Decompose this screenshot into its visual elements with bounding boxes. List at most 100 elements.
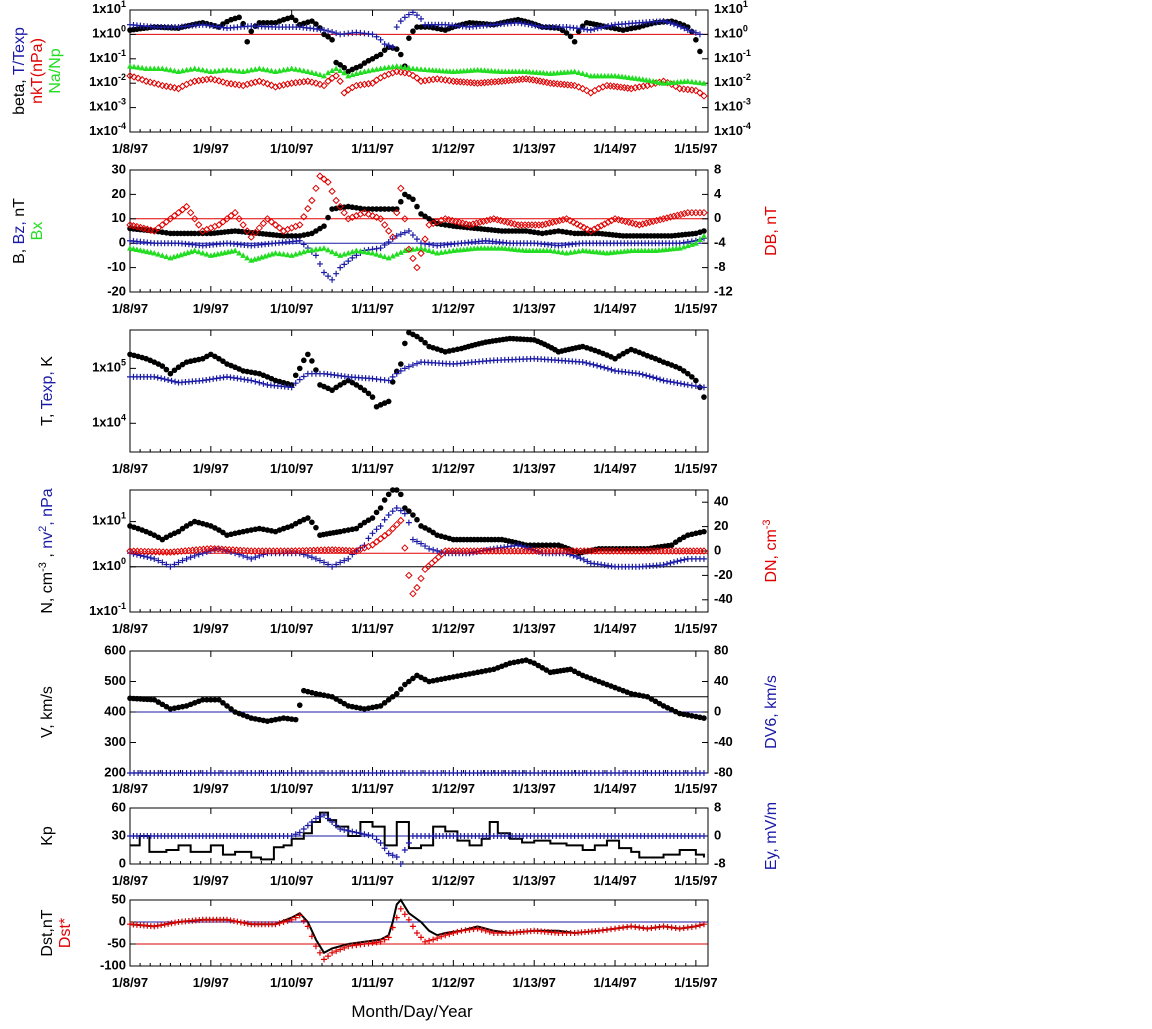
data-point [305, 515, 311, 521]
data-point [187, 554, 194, 561]
data-point [397, 367, 404, 374]
data-point [701, 228, 707, 234]
y-tick-label: 1x104 [92, 413, 126, 430]
data-point [252, 378, 259, 385]
series-field-green [127, 232, 707, 263]
data-point [401, 64, 408, 70]
data-point [219, 78, 227, 86]
data-point [393, 370, 400, 377]
data-point [676, 365, 683, 372]
y-right-tick-label: -12 [714, 283, 733, 298]
data-point [434, 935, 441, 942]
data-point [700, 833, 707, 839]
data-point [256, 65, 263, 72]
x-tick-label: 1/9/97 [193, 461, 229, 476]
data-point [260, 380, 267, 387]
data-point [545, 219, 553, 227]
data-point [301, 357, 307, 364]
data-point [643, 81, 652, 90]
data-point [646, 77, 653, 84]
x-tick-label: 1/14/97 [593, 781, 636, 796]
data-point [316, 71, 323, 78]
data-point [211, 68, 218, 74]
data-point [167, 66, 174, 73]
data-point [220, 21, 226, 27]
data-point [480, 78, 489, 87]
data-point [151, 65, 158, 72]
panel-dst: 1/8/97 1/9/97 1/10/97 1/11/97 1/12/97 1/13/97… [39, 891, 718, 990]
data-point [305, 351, 311, 358]
data-point [418, 211, 424, 217]
data-point [684, 381, 691, 388]
data-point [325, 33, 331, 40]
data-point [413, 236, 420, 243]
data-point [349, 828, 356, 835]
data-point [381, 253, 388, 260]
data-point [381, 41, 388, 48]
data-point [426, 216, 432, 222]
data-point [389, 373, 396, 380]
data-point [135, 64, 142, 70]
data-point [183, 555, 190, 562]
data-point [405, 245, 413, 254]
data-point [175, 559, 182, 566]
data-point [296, 66, 303, 73]
data-point [410, 28, 416, 35]
data-point [487, 78, 496, 86]
series-dst-black [129, 898, 705, 955]
data-point [292, 380, 299, 387]
data-point [418, 245, 425, 251]
x-tick-label: 1/10/97 [270, 781, 313, 796]
data-point [380, 221, 389, 229]
data-point [320, 81, 328, 90]
data-point [688, 78, 695, 85]
data-point [304, 552, 311, 559]
data-point [385, 254, 392, 261]
series-beta-blue [127, 9, 703, 51]
data-point [144, 248, 151, 255]
data-point [159, 65, 166, 72]
data-point [677, 557, 684, 564]
data-point [365, 535, 372, 542]
data-point [191, 65, 198, 72]
data-point [591, 86, 599, 95]
x-tick-label: 1/15/97 [674, 975, 717, 990]
data-point [321, 27, 328, 34]
data-point [409, 536, 416, 543]
data-point [542, 220, 550, 228]
data-point [696, 208, 704, 217]
data-point [328, 187, 336, 196]
y-tick-label: 1x10-3 [89, 97, 126, 114]
data-point [324, 77, 332, 85]
data-point [377, 206, 384, 212]
data-point [677, 380, 684, 387]
data-point [579, 359, 586, 366]
data-point [587, 227, 595, 235]
plot-frame [129, 329, 709, 453]
y-right-tick-label: -8 [714, 855, 726, 870]
data-point [300, 213, 308, 221]
data-point [469, 220, 477, 228]
data-point [430, 248, 437, 255]
data-point [234, 918, 241, 925]
series-temp-blue [127, 355, 707, 391]
data-point [248, 28, 255, 35]
data-point [667, 559, 674, 566]
data-point [373, 509, 380, 516]
data-point [240, 252, 247, 258]
data-point [251, 78, 260, 86]
data-point [337, 62, 343, 68]
data-point [583, 71, 590, 78]
data-point [186, 208, 195, 217]
data-point [239, 81, 247, 90]
data-point [377, 51, 384, 58]
data-point [418, 336, 424, 343]
data-point [417, 574, 425, 583]
data-point [376, 74, 385, 82]
data-point [154, 224, 163, 232]
series-beta-red [126, 67, 708, 100]
data-point [321, 269, 328, 276]
data-point [677, 23, 684, 30]
data-point [414, 24, 420, 30]
y-right-tick-label: 80 [714, 642, 728, 657]
